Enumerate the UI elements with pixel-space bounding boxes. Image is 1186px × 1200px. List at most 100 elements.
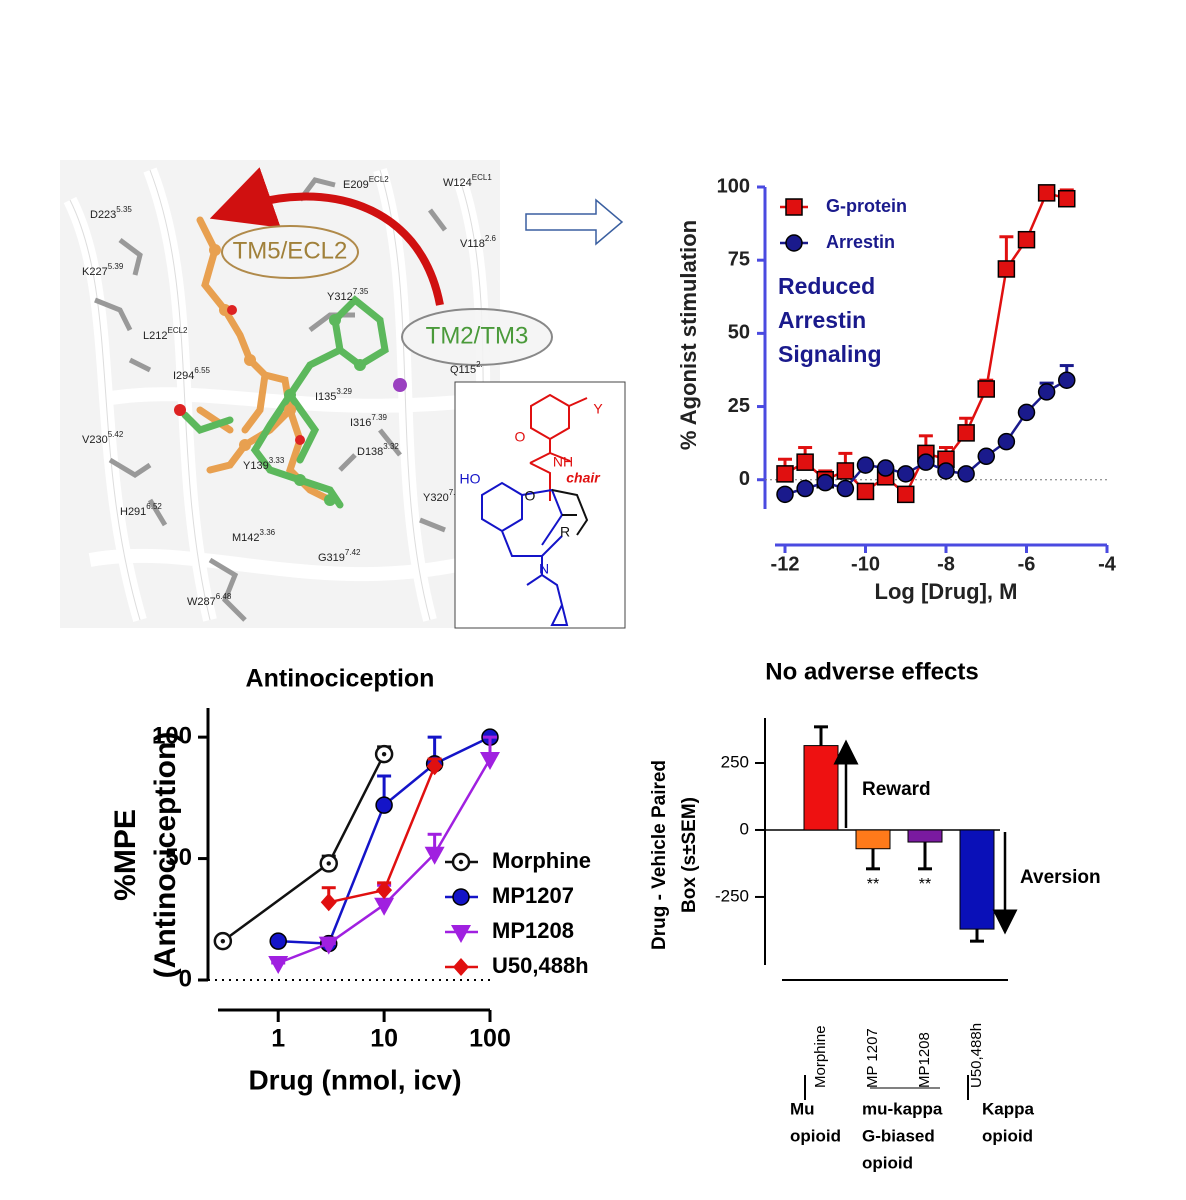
residue-sup: 3.33	[269, 456, 285, 465]
data-point	[1058, 189, 1076, 208]
annotation: Signaling	[778, 341, 882, 367]
residue-label: D1383.32	[357, 442, 399, 458]
y-axis-label: Drug - Vehicle Paired	[649, 760, 670, 950]
residue-label: M1423.36	[232, 528, 276, 544]
data-point	[776, 465, 794, 483]
x-tick-label: -8	[937, 553, 955, 575]
residue-name: G319	[318, 552, 345, 564]
value-label: **	[919, 876, 931, 893]
y-tick-label: 100	[717, 175, 750, 197]
marker-shape	[897, 485, 915, 504]
marker-shape	[977, 447, 995, 466]
residue-sup: 7.35	[353, 287, 369, 296]
data-point	[836, 462, 855, 480]
residue-label: V1182.6	[460, 234, 497, 250]
residue-sup: 2.6	[485, 234, 497, 243]
marker-dot	[458, 859, 464, 865]
marker-shape	[816, 473, 834, 492]
error-bar	[918, 842, 932, 871]
y-tick-label: 25	[728, 395, 750, 417]
residue-sup: 6.52	[146, 502, 162, 511]
data-point	[897, 485, 915, 504]
residue-sup: 5.42	[108, 430, 124, 439]
y-axis-label: Box (s±SEM)	[679, 797, 700, 913]
data-point	[776, 485, 794, 504]
data-point	[836, 479, 855, 498]
data-point	[796, 479, 814, 498]
marker-shape	[1037, 184, 1056, 202]
data-point	[816, 473, 834, 492]
data-point	[876, 459, 895, 477]
marker-shape	[480, 752, 500, 770]
legend-marker	[785, 198, 803, 216]
residue-label: Y3127.35	[327, 287, 369, 303]
marker-shape	[268, 956, 289, 974]
marker-shape	[320, 893, 337, 912]
marker-shape	[796, 453, 814, 471]
legend-marker	[451, 925, 471, 943]
residue-label: H2916.52	[120, 502, 162, 518]
residue-name: V230	[82, 434, 108, 446]
data-point	[997, 432, 1016, 451]
marker-shape	[856, 482, 875, 501]
marker-shape	[776, 485, 794, 504]
residue-label: D2235.35	[90, 205, 132, 221]
y-tick-label: 250	[721, 752, 749, 771]
data-point	[997, 260, 1016, 278]
residue-name: I294	[173, 370, 194, 382]
residue-sup: ECL2	[369, 175, 390, 184]
residue-name: Y312	[327, 291, 353, 303]
marker-shape	[937, 462, 955, 480]
series-line	[222, 753, 386, 943]
marker-shape	[776, 465, 794, 483]
marker-shape	[897, 465, 915, 483]
marker-dot	[381, 751, 387, 757]
y-tick-label: 75	[728, 248, 750, 270]
marker-shape	[997, 260, 1016, 278]
legend-label: MP1207	[492, 883, 574, 908]
inset-label: chair	[566, 470, 601, 486]
data-point	[1017, 230, 1036, 249]
marker-shape	[424, 846, 445, 865]
residue-label: L212ECL2	[143, 326, 188, 342]
marker-shape	[426, 757, 443, 776]
residue-label: W124ECL1	[443, 173, 492, 189]
x-tick-label: 100	[469, 1025, 511, 1053]
residue-label: K2275.39	[82, 262, 124, 278]
group-label: opioid	[790, 1126, 841, 1145]
residue-sup: ECL1	[472, 173, 493, 182]
marker-shape	[977, 380, 995, 398]
legend-marker	[453, 958, 469, 976]
residue-sup: 3.36	[260, 528, 276, 537]
legend-label: Morphine	[492, 848, 591, 873]
group-label: opioid	[982, 1126, 1033, 1145]
marker-dot	[326, 861, 331, 866]
data-point	[426, 757, 443, 776]
data-point	[320, 893, 337, 912]
marker-shape	[997, 432, 1016, 451]
x-tick-label: Morphine	[812, 1025, 829, 1088]
residue-label: Y1393.33	[243, 456, 285, 472]
residue-name: Q115	[450, 364, 476, 376]
data-point	[268, 956, 289, 974]
marker-shape	[957, 465, 975, 483]
residue-sup: 2.	[476, 360, 483, 369]
annotation: Reduced	[778, 273, 875, 299]
x-axis-label: Drug (nmol, icv)	[248, 1064, 461, 1095]
residue-label: W2876.48	[187, 592, 232, 608]
marker-shape	[1017, 230, 1036, 249]
marker-shape	[374, 897, 395, 916]
y-axis-label: %MPE	[109, 809, 142, 901]
residue-sup: 5.35	[116, 205, 132, 214]
x-tick-label: -10	[851, 553, 880, 575]
residue-label: Q1152.	[450, 360, 483, 376]
marker-shape	[318, 936, 339, 955]
y-tick-label: 0	[179, 965, 192, 992]
residue-name: D223	[90, 209, 116, 221]
marker-shape	[451, 925, 471, 943]
marker-shape	[785, 198, 803, 216]
inset-label: R	[560, 524, 570, 540]
data-point	[375, 796, 393, 814]
